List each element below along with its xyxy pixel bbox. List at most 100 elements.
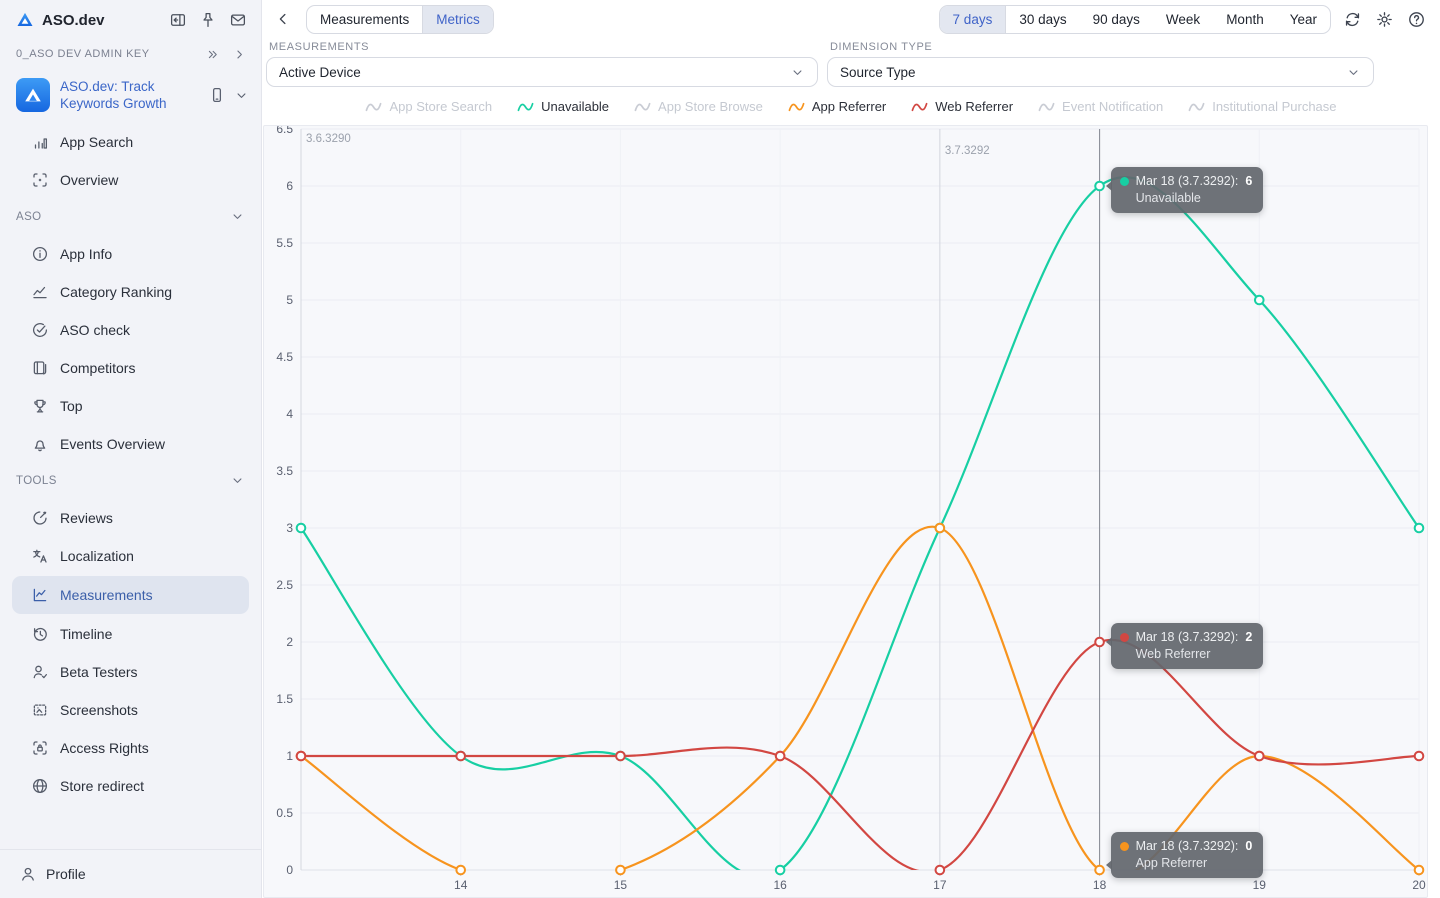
sidebar-item-overview[interactable]: Overview: [0, 161, 261, 199]
sidebar-item-access-rights[interactable]: Access Rights: [0, 729, 261, 767]
tooltip-series-name: Web Referrer: [1135, 646, 1211, 661]
sidebar-item-events-overview[interactable]: Events Overview: [0, 425, 261, 463]
tooltip-arrow: [1105, 181, 1112, 191]
range-month[interactable]: Month: [1226, 11, 1264, 27]
range-7-days[interactable]: 7 days: [939, 5, 1007, 33]
sidebar-item-label: Access Rights: [60, 739, 149, 756]
gear-icon[interactable]: [1375, 10, 1394, 29]
svg-text:17: 17: [933, 878, 947, 892]
measurements-label: MEASUREMENTS: [269, 41, 370, 54]
topbar: Measurements Metrics 7 days 30 days 90 days…: [262, 0, 1440, 38]
chevron-down-icon: [1346, 65, 1361, 80]
sidebar-item-measurements[interactable]: Measurements: [12, 575, 249, 614]
legend-label: App Referrer: [811, 99, 887, 115]
tab-metrics[interactable]: Metrics: [422, 5, 493, 33]
tooltip-label: Mar 18 (3.7.3292): 6: [1135, 174, 1253, 188]
brand-name: ASO.dev: [42, 11, 105, 29]
app-title: ASO.dev: Track Keywords Growth: [60, 79, 167, 112]
tooltip-label: Mar 18 (3.7.3292): 0: [1135, 839, 1253, 853]
sidebar-item-app-search[interactable]: App Search: [0, 123, 261, 161]
svg-text:5: 5: [286, 293, 293, 307]
chevron-right-icon[interactable]: [232, 47, 247, 62]
chart-tooltip-unavailable: Mar 18 (3.7.3292): 6 Unavailable: [1105, 167, 1264, 213]
sidebar-item-label: Screenshots: [60, 701, 138, 718]
workspace-row[interactable]: 0_ASO DEV ADMIN KEY: [0, 40, 261, 68]
sidebar-item-aso-check[interactable]: ASO check: [0, 311, 261, 349]
collapse-sidebar-icon[interactable]: [169, 11, 187, 29]
svg-text:3.5: 3.5: [276, 464, 293, 478]
range-90-days[interactable]: 90 days: [1092, 11, 1140, 27]
view-tabs: Measurements Metrics: [306, 4, 494, 34]
chevrons-right-icon[interactable]: [205, 47, 220, 62]
tooltip-series-name: App Referrer: [1135, 855, 1208, 870]
legend-item-institutional-purchase[interactable]: Institutional Purchase: [1188, 99, 1337, 115]
sidebar-item-label: Localization: [60, 547, 134, 564]
help-icon[interactable]: [1407, 10, 1426, 29]
sidebar-item-label: App Info: [60, 245, 113, 262]
dimension-type-value: Source Type: [840, 64, 916, 80]
dimension-type-select[interactable]: Source Type: [827, 57, 1374, 88]
chevron-down-icon[interactable]: [234, 88, 249, 103]
tooltip-arrow: [1105, 637, 1112, 647]
chart-tooltip-app-referrer: Mar 18 (3.7.3292): 0 App Referrer: [1105, 832, 1264, 878]
svg-text:15: 15: [614, 878, 628, 892]
tooltip-label: Mar 18 (3.7.3292): 2: [1135, 630, 1253, 644]
pin-icon[interactable]: [199, 11, 217, 29]
sidebar-item-label: ASO check: [60, 321, 131, 338]
sidebar-section-aso[interactable]: ASO: [0, 199, 261, 235]
range-week[interactable]: Week: [1165, 11, 1201, 27]
svg-text:14: 14: [454, 878, 468, 892]
measurements-value: Active Device: [279, 64, 361, 80]
sidebar-item-beta-testers[interactable]: Beta Testers: [0, 653, 261, 691]
sidebar-nav: App Search Overview ASO App Info Category Ra…: [0, 123, 261, 805]
legend-item-app-referrer[interactable]: App Referrer: [788, 99, 886, 114]
main-content: Measurements Metrics 7 days 30 days 90 days…: [262, 0, 1440, 898]
svg-text:18: 18: [1093, 878, 1107, 892]
chevron-down-icon: [790, 65, 805, 80]
sidebar-item-screenshots[interactable]: Screenshots: [0, 691, 261, 729]
wave-icon: [634, 102, 651, 111]
measurements-select[interactable]: Active Device: [266, 57, 818, 88]
legend-label: Institutional Purchase: [1212, 99, 1337, 115]
legend-label: App Store Search: [389, 99, 493, 115]
legend-item-unavailable[interactable]: Unavailable: [517, 99, 609, 114]
sidebar-item-label: Measurements: [60, 586, 153, 603]
svg-text:4: 4: [286, 407, 293, 421]
svg-text:0.5: 0.5: [276, 806, 293, 820]
sidebar-item-app-info[interactable]: App Info: [0, 235, 261, 273]
app-store-icon: [16, 78, 50, 113]
svg-text:16: 16: [773, 878, 787, 892]
sidebar-item-profile[interactable]: Profile: [0, 849, 261, 898]
sidebar-item-timeline[interactable]: Timeline: [0, 615, 261, 653]
app-selector[interactable]: ASO.dev: Track Keywords Growth: [0, 68, 261, 123]
legend-item-app-store-search[interactable]: App Store Search: [365, 99, 492, 114]
svg-text:0: 0: [286, 863, 293, 877]
wave-icon: [1188, 102, 1205, 111]
sidebar-item-top[interactable]: Top: [0, 387, 261, 425]
legend-item-event-notification[interactable]: Event Notification: [1038, 99, 1163, 114]
back-button[interactable]: [274, 8, 296, 30]
sidebar-item-label: Timeline: [60, 625, 113, 642]
sidebar-item-label: Category Ranking: [60, 283, 173, 300]
sidebar-item-localization[interactable]: Localization: [0, 537, 261, 575]
chart-area[interactable]: 3.6.3290 3.7.3292 0 0.5 1 1.5 2 2.5 3 3.5 4 4.5 5 5.5…: [263, 125, 1428, 898]
sidebar-section-tools[interactable]: TOOLS: [0, 463, 261, 499]
sidebar-item-category-ranking[interactable]: Category Ranking: [0, 273, 261, 311]
tab-measurements[interactable]: Measurements: [320, 11, 410, 27]
legend-item-web-referrer[interactable]: Web Referrer: [911, 99, 1013, 114]
svg-text:6: 6: [286, 179, 293, 193]
tooltip-arrow: [1105, 860, 1112, 870]
tooltip-series-dot: [1119, 842, 1129, 851]
sidebar-item-store-redirect[interactable]: Store redirect: [0, 767, 261, 805]
mail-icon[interactable]: [229, 11, 247, 29]
refresh-icon[interactable]: [1343, 10, 1362, 29]
legend-label: Web Referrer: [935, 99, 1014, 115]
svg-text:19: 19: [1253, 878, 1267, 892]
sidebar-item-competitors[interactable]: Competitors: [0, 349, 261, 387]
range-30-days[interactable]: 30 days: [1019, 11, 1067, 27]
range-year[interactable]: Year: [1289, 11, 1317, 27]
sidebar-item-reviews[interactable]: Reviews: [0, 499, 261, 537]
legend-label: App Store Browse: [658, 99, 763, 115]
legend-item-app-store-browse[interactable]: App Store Browse: [634, 99, 763, 114]
